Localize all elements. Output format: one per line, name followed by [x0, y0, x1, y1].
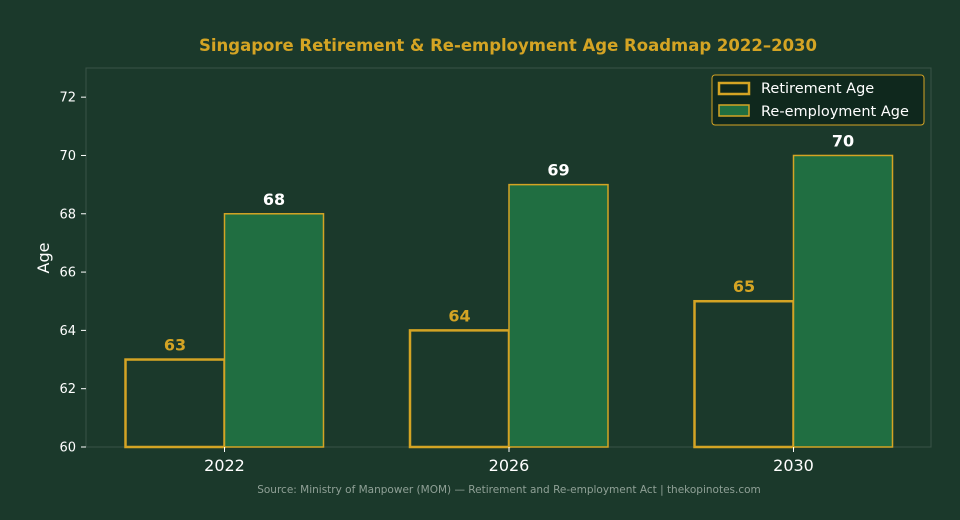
data-label-re-employment-age-2030: 70	[832, 131, 854, 150]
legend-label-retirement-age: Retirement Age	[761, 81, 874, 97]
x-tick-label-2022: 2022	[204, 456, 245, 475]
bar-re-employment-age-2030[interactable]	[792, 154, 894, 448]
y-tick-label: 68	[59, 207, 76, 222]
legend-swatch-retirement-age	[717, 81, 751, 96]
x-tick-label-2030: 2030	[773, 456, 814, 475]
data-label-retirement-age-2026: 64	[448, 306, 470, 325]
bar-retirement-age-2026[interactable]	[408, 329, 511, 449]
data-label-re-employment-age-2026: 69	[547, 161, 569, 180]
y-tick-label: 64	[59, 324, 76, 339]
bars-layer: 63 68 64 69 65 70	[124, 131, 894, 449]
source-note: Source: Ministry of Manpower (MOM) — Ret…	[257, 484, 761, 496]
bar-retirement-age-2022[interactable]	[124, 358, 226, 449]
y-tick-label: 60	[59, 441, 76, 456]
y-tick-label: 72	[59, 91, 76, 106]
legend[interactable]: Retirement Age Re-employment Age	[711, 74, 925, 126]
y-tick-label: 62	[59, 382, 76, 397]
bar-re-employment-age-2026[interactable]	[508, 183, 609, 448]
bar-re-employment-age-2022[interactable]	[223, 213, 325, 448]
data-label-re-employment-age-2022: 68	[263, 190, 285, 209]
bar-retirement-age-2030[interactable]	[693, 299, 795, 449]
axis-layer: 60 62 64 66 68 70 72 2022 2026 2030	[59, 91, 813, 475]
data-label-retirement-age-2022: 63	[164, 336, 186, 355]
legend-label-re-employment-age: Re-employment Age	[761, 104, 909, 120]
legend-box	[711, 74, 925, 126]
legend-swatch-re-employment-age	[718, 104, 750, 117]
y-tick-label: 66	[59, 266, 76, 281]
y-tick-label: 70	[59, 149, 76, 164]
y-axis-label: Age	[34, 243, 53, 274]
data-label-retirement-age-2030: 65	[733, 277, 755, 296]
x-tick-label-2026: 2026	[489, 456, 530, 475]
chart-title: Singapore Retirement & Re-employment Age…	[199, 36, 817, 55]
